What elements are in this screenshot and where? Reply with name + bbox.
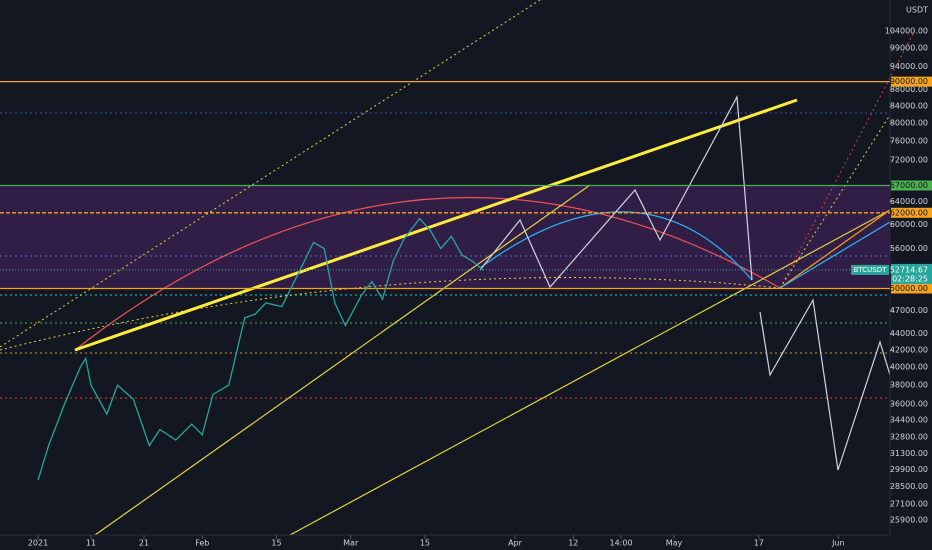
trend-line-main [74,98,798,352]
trend-line [779,221,891,289]
last-price-label: 52714.67 [890,265,928,274]
trend-line [289,209,891,536]
symbol-tag [851,264,889,275]
x-tick-label: 12 [568,539,578,548]
x-tick-label: Mar [343,539,359,548]
y-tick-label: 56000.00 [890,244,928,253]
level-label: 90000.00 [890,77,928,86]
level-label: 67000.00 [890,181,928,190]
y-tick-label: 104000.00 [885,26,928,35]
level-label: 50000.00 [890,284,928,293]
x-tick-label: 21 [139,539,149,548]
y-tick-label: 60000.00 [890,220,928,229]
projection [479,94,753,289]
y-tick-label: 40000.00 [890,363,928,372]
y-tick-label: 38000.00 [890,381,928,390]
trend-line [779,209,891,289]
y-tick-label: 76000.00 [890,137,928,146]
y-tick-label: 99000.00 [890,44,928,53]
y-tick-label: 28500.00 [890,482,928,491]
y-tick-label: 84000.00 [890,101,928,110]
countdown-label: 02:28:25 [892,274,928,283]
trend-line [94,184,591,536]
y-tick-label: 94000.00 [890,62,928,71]
y-tick-label: 80000.00 [890,119,928,128]
y-tick-label: 64000.00 [890,197,928,206]
unit-label: USDT [906,6,928,15]
y-tick-label: 44000.00 [890,329,928,338]
x-tick-label: Apr [508,539,523,548]
x-tick-label: 2021 [28,539,48,548]
symbol-label: BTCUSDT [854,266,888,274]
x-tick-label: Jun [831,539,845,548]
y-tick-label: 88000.00 [890,85,928,94]
y-tick-label: 31300.00 [890,449,928,458]
y-tick-label: 72000.00 [890,156,928,165]
dotted-trend [779,29,916,289]
x-tick-label: 14:00 [609,539,632,548]
x-tick-label: 15 [420,539,430,548]
x-tick-label: May [666,539,683,548]
projection [759,298,891,471]
arc [74,196,781,351]
y-tick-label: 25900.00 [890,516,928,525]
dotted-trend [779,114,891,289]
level-tag [891,283,932,294]
dotted-curve [0,277,781,351]
y-tick-label: 27100.00 [890,500,928,509]
y-tick-label: 32800.00 [890,432,928,441]
y-tick-label: 29900.00 [890,465,928,474]
y-tick-label: 36000.00 [890,400,928,409]
level-tag [891,76,932,87]
dotted-trend [0,0,541,348]
x-tick-label: Feb [195,539,209,548]
y-tick-label: 42000.00 [890,345,928,354]
y-tick-label: 34400.00 [890,416,928,425]
zone [0,185,890,288]
level-tag [891,180,932,191]
price-tag [891,263,932,284]
price-line [37,217,484,481]
x-tick-label: 17 [754,539,764,548]
drawings [0,0,916,536]
level-tag [891,207,932,218]
x-tick-label: 15 [271,539,281,548]
x-tick-label: 11 [86,539,96,548]
level-label: 62000.00 [890,208,928,217]
y-tick-label: 47000.00 [890,306,928,315]
